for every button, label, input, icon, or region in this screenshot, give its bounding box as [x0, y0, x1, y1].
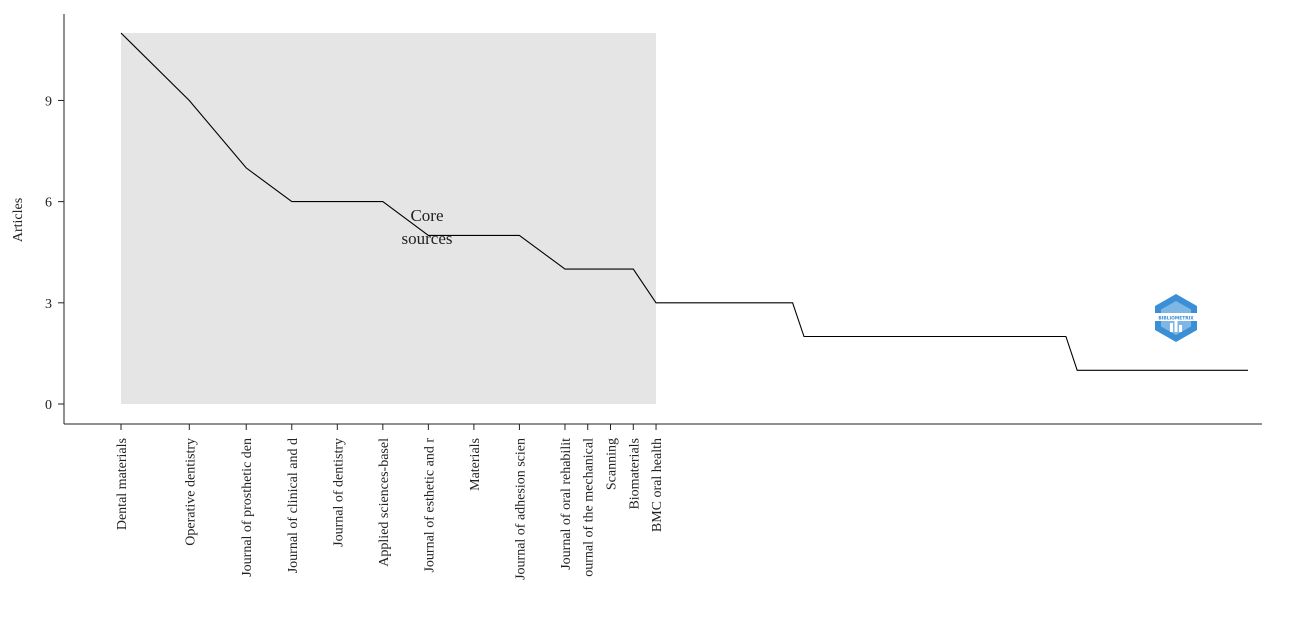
logo-bar: [1174, 320, 1178, 332]
x-tick-labels: Dental materials Operative dentistry Journ…: [115, 438, 665, 580]
core-sources-annotation: Core sources: [402, 206, 453, 248]
x-tick-label: Journal of dentistry: [331, 438, 346, 547]
y-axis-title: Articles: [11, 198, 26, 242]
logo-bar: [1179, 325, 1182, 332]
annotation-line: sources: [402, 229, 453, 248]
articles-series-line: [120, 32, 1248, 371]
logo-banner: [1154, 313, 1198, 321]
x-tick-label: Applied sciences-basel: [377, 438, 392, 567]
x-tick-label: ournal of the mechanical: [582, 438, 597, 577]
annotation-line: Core: [410, 206, 443, 225]
plot-area: Core sources: [120, 32, 1248, 404]
ticks: 0 3 6 9: [45, 94, 657, 430]
y-tick-label: 3: [45, 297, 52, 312]
x-tick-label: Journal of adhesion scien: [513, 438, 528, 580]
x-tick-label: BMC oral health: [650, 438, 665, 532]
logo-wordmark: BIBLIOMETRIX: [1158, 316, 1194, 322]
x-tick-label: Biomaterials: [627, 438, 642, 510]
bibliometrix-logo: BIBLIOMETRIX: [1154, 294, 1198, 342]
x-tick-label: Journal of prosthetic den: [240, 438, 255, 577]
y-tick-label: 0: [45, 398, 52, 413]
x-tick-label: Journal of clinical and d: [286, 438, 301, 573]
core-sources-region: [121, 33, 657, 404]
x-tick-label: Journal of oral rehabilit: [559, 438, 574, 570]
y-tick-label: 9: [45, 94, 52, 109]
axes: Articles: [11, 14, 1262, 425]
x-tick-label: Materials: [468, 438, 483, 491]
y-tick-label: 6: [45, 196, 52, 211]
x-tick-label: Scanning: [605, 438, 620, 490]
x-tick-label: Operative dentistry: [183, 438, 198, 546]
x-tick-label: Journal of esthetic and r: [422, 438, 437, 573]
x-tick-label: Dental materials: [115, 438, 130, 530]
logo-bar: [1170, 323, 1173, 332]
